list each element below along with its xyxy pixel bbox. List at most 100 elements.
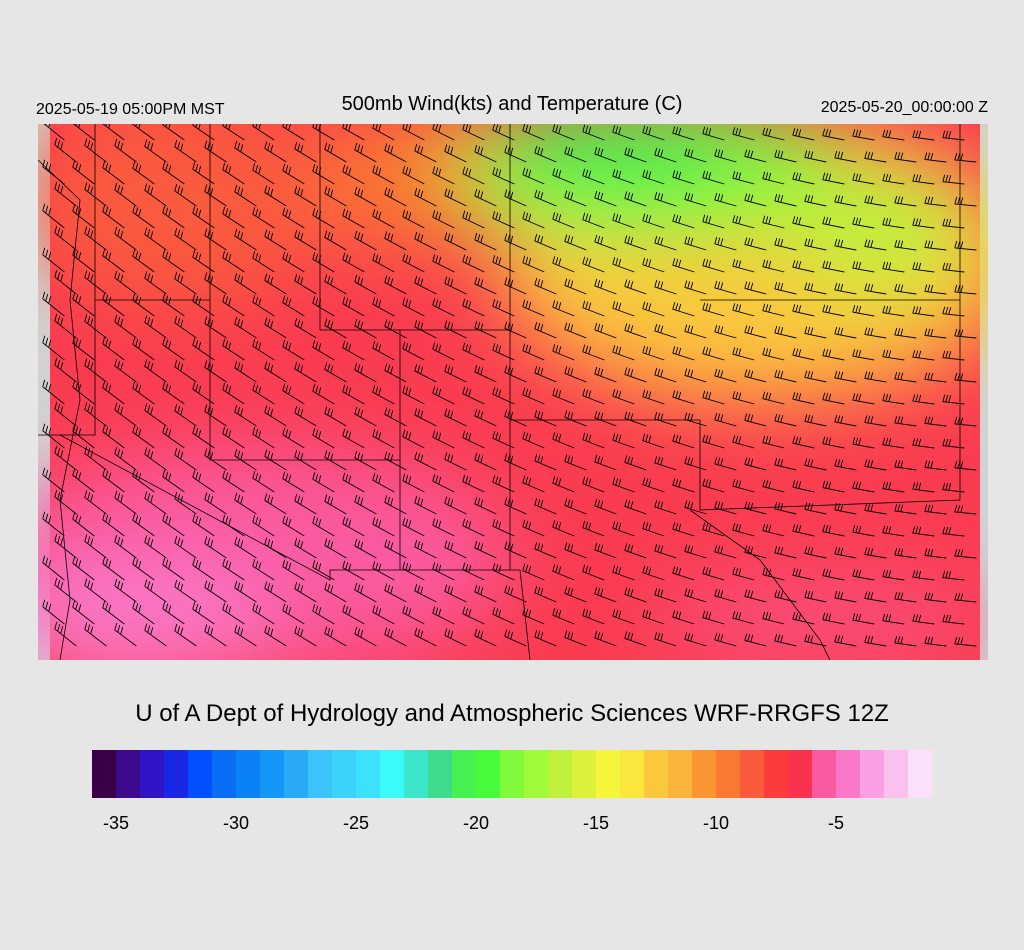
barb-flag <box>954 504 958 513</box>
barb-flag <box>330 145 334 153</box>
barb-shaft <box>942 269 965 273</box>
barb-flag <box>888 614 892 622</box>
barb-flag <box>330 497 334 505</box>
barb-shaft <box>384 150 407 163</box>
barb-flag <box>735 479 739 488</box>
barb-flag <box>654 411 658 420</box>
barb-flag <box>90 582 94 590</box>
barb-flag <box>228 474 232 482</box>
colorbar-tick-label: -35 <box>103 813 129 833</box>
barb-shaft <box>594 549 617 559</box>
barb-flag <box>312 340 316 348</box>
barb-flag <box>270 276 274 284</box>
barb-flag <box>777 194 781 202</box>
barb-flag <box>315 297 319 305</box>
barb-flag <box>198 341 202 350</box>
barb-flag <box>177 185 181 193</box>
barb-flag <box>198 297 202 306</box>
barb-flag <box>918 394 922 403</box>
barb-flag <box>474 144 478 153</box>
barb-flag <box>525 564 529 573</box>
barb-flag <box>90 626 94 634</box>
colorbar-box <box>884 750 909 798</box>
colorbar-box <box>164 750 189 798</box>
barb-shaft <box>402 216 425 229</box>
barb-shaft <box>42 474 65 493</box>
barb-flag <box>372 124 375 129</box>
barb-shaft <box>912 268 935 273</box>
barb-shaft <box>702 573 725 581</box>
barb-flag <box>90 230 94 238</box>
barb-flag <box>840 459 844 468</box>
barb-flag <box>705 523 709 531</box>
barb-flag <box>330 541 334 549</box>
barb-flag <box>432 386 436 394</box>
barb-flag <box>78 604 82 612</box>
barb-flag <box>648 171 652 179</box>
barb-flag <box>657 324 661 332</box>
barb-shaft <box>522 130 545 141</box>
barb-flag <box>138 473 142 481</box>
barb-flag <box>684 456 688 464</box>
barb-shaft <box>444 371 467 383</box>
barb-flag <box>954 328 958 337</box>
barb-flag <box>615 170 619 178</box>
barb-flag <box>54 357 58 366</box>
barb-flag <box>882 393 886 401</box>
barb-flag <box>345 298 349 306</box>
barb-flag <box>174 403 178 412</box>
barb-shaft <box>654 154 677 163</box>
barb-shaft <box>354 545 377 559</box>
barb-flag <box>54 137 58 146</box>
barb-flag <box>444 320 448 328</box>
barb-flag <box>420 234 424 242</box>
barb-flag <box>450 278 454 287</box>
barb-flag <box>732 479 736 487</box>
barb-flag <box>618 127 622 135</box>
barb-flag <box>267 495 271 503</box>
barb-shaft <box>852 267 875 273</box>
barb-shaft <box>522 306 545 317</box>
barb-shaft <box>774 420 797 427</box>
barb-flag <box>354 582 358 591</box>
barb-shaft <box>642 132 665 141</box>
barb-flag <box>858 174 862 182</box>
barb-shaft <box>594 505 617 515</box>
barb-flag <box>834 590 838 599</box>
barb-flag <box>957 461 961 469</box>
barb-flag <box>915 614 919 622</box>
barb-shaft <box>132 431 155 449</box>
barb-flag <box>195 603 199 612</box>
barb-flag <box>705 127 709 135</box>
barb-flag <box>747 194 751 202</box>
barb-shaft <box>864 509 887 515</box>
barb-flag <box>462 474 466 482</box>
barb-shaft <box>864 421 887 427</box>
barb-shaft <box>474 371 497 383</box>
barb-flag <box>822 348 826 356</box>
barb-flag <box>825 613 829 621</box>
barb-shaft <box>552 130 575 141</box>
barb-shaft <box>582 131 605 141</box>
barb-flag <box>525 168 529 177</box>
barb-shaft <box>504 548 527 559</box>
barb-flag <box>210 363 214 372</box>
barb-flag <box>864 371 868 379</box>
barb-flag <box>660 237 664 245</box>
barb-flag <box>822 436 826 444</box>
barb-shaft <box>894 202 917 207</box>
barb-flag <box>480 499 484 507</box>
barb-flag <box>357 232 361 240</box>
barb-shaft <box>444 151 467 163</box>
barb-shaft <box>444 239 467 251</box>
barb-shaft <box>852 223 875 229</box>
barb-shaft <box>564 373 587 383</box>
barb-flag <box>852 173 856 181</box>
barb-shaft <box>714 155 737 163</box>
barb-flag <box>150 231 154 239</box>
barb-flag <box>198 165 202 174</box>
barb-shaft <box>84 189 107 207</box>
barb-flag <box>675 346 679 355</box>
barb-shaft <box>564 461 587 471</box>
barb-flag <box>45 425 49 434</box>
